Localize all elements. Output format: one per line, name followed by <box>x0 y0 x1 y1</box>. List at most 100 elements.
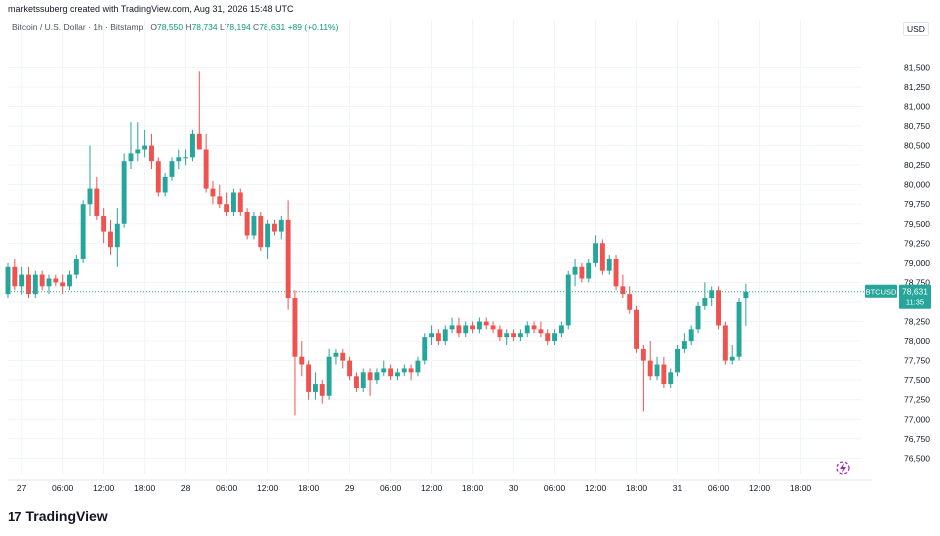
candle-up <box>128 122 134 170</box>
chart-credit: marketssuberg created with TradingView.c… <box>8 4 294 14</box>
candle-down <box>408 364 414 381</box>
x-tick-label: 12:00 <box>93 483 115 493</box>
candle-up <box>681 333 687 353</box>
candle-up <box>586 258 592 283</box>
candle-body <box>722 325 728 361</box>
candle-body <box>278 219 284 232</box>
candle-body <box>306 364 312 392</box>
candle-down <box>640 344 646 412</box>
candle-body <box>347 360 353 377</box>
x-tick-label: 28 <box>181 483 191 493</box>
tradingview-logo[interactable]: 17 TradingView <box>8 508 108 524</box>
candle-down <box>340 348 346 369</box>
candle-up <box>606 255 612 275</box>
candle-body <box>613 258 619 287</box>
candle-down <box>319 380 325 404</box>
x-tick-label: 18:00 <box>298 483 320 493</box>
candle-body <box>32 274 38 295</box>
candle-down <box>244 208 250 240</box>
x-tick-label: 06:00 <box>544 483 566 493</box>
symbol-tag-box <box>865 284 897 298</box>
symbol-tag-text: BTCUSD <box>866 288 897 297</box>
candle-up <box>169 157 175 181</box>
price-tag-box <box>899 284 931 309</box>
y-tick-label: 77,750 <box>904 356 930 366</box>
candle-up <box>251 212 257 240</box>
price-tag-countdown: 11:35 <box>906 298 924 307</box>
candle-body <box>67 274 72 287</box>
x-tick-label: 29 <box>345 483 355 493</box>
candle-body <box>435 333 441 342</box>
candle-up <box>401 364 407 377</box>
currency-badge[interactable]: USD <box>903 22 929 36</box>
candle-body <box>169 161 175 177</box>
candle-up <box>552 329 558 345</box>
candle-body <box>668 372 674 385</box>
candle-body <box>565 274 571 326</box>
candle-down <box>627 286 633 314</box>
candle-body <box>196 133 202 150</box>
candle-body <box>388 368 394 377</box>
candle-body <box>94 188 100 216</box>
candle-down <box>271 219 277 236</box>
candle-up <box>190 129 195 162</box>
x-tick-label: 06:00 <box>708 483 730 493</box>
y-tick-label: 77,000 <box>904 414 930 424</box>
candle-up <box>524 321 530 338</box>
candle-body <box>39 274 45 287</box>
x-tick-label: 12:00 <box>585 483 607 493</box>
candle-up <box>517 329 523 342</box>
candle-body <box>271 223 277 232</box>
y-tick-label: 80,500 <box>904 141 930 151</box>
candle-body <box>736 301 742 357</box>
candle-body <box>524 325 530 334</box>
candle-body <box>251 215 257 236</box>
candle-body <box>504 333 510 338</box>
candle-body <box>333 352 339 357</box>
candle-up <box>442 325 448 345</box>
candle-down <box>299 341 305 377</box>
high-value: 78,734 <box>191 22 218 32</box>
candle-down <box>217 184 223 209</box>
candle-body <box>586 262 592 279</box>
candle-up <box>729 344 735 365</box>
candle-down <box>94 176 100 220</box>
candle-down <box>258 212 264 252</box>
candle-body <box>176 157 182 162</box>
candle-up <box>449 317 455 334</box>
candle-up <box>695 301 701 334</box>
candle-body <box>634 309 640 349</box>
y-tick-label: 79,000 <box>904 258 930 268</box>
candle-up <box>743 283 749 326</box>
candle-body <box>60 282 66 287</box>
candle-body <box>101 215 107 232</box>
candle-body <box>429 333 435 338</box>
candle-body <box>661 364 667 385</box>
candle-down <box>53 274 59 287</box>
candle-body <box>258 215 264 248</box>
candle-body <box>709 290 715 299</box>
candle-up <box>19 266 25 295</box>
candle-down <box>531 321 537 334</box>
candle-down <box>490 321 496 334</box>
candle-body <box>456 325 462 334</box>
y-tick-label: 79,500 <box>904 219 930 229</box>
symbol-name[interactable]: Bitcoin / U.S. Dollar · 1h · Bitstamp <box>12 22 144 32</box>
open-label: O <box>150 22 158 32</box>
change-value: +89 (+0.11%) <box>287 22 339 32</box>
candle-body <box>517 333 523 338</box>
candle-body <box>367 372 373 381</box>
replay-icon[interactable] <box>836 461 850 475</box>
candle-up <box>230 188 236 216</box>
candle-down <box>347 356 353 381</box>
candle-up <box>326 348 332 400</box>
candle-down <box>39 270 45 291</box>
candle-body <box>483 321 489 326</box>
low-label: L <box>219 22 225 32</box>
candle-down <box>60 274 66 295</box>
candle-down <box>613 255 619 291</box>
candle-down <box>285 200 291 310</box>
candle-body <box>381 368 387 373</box>
